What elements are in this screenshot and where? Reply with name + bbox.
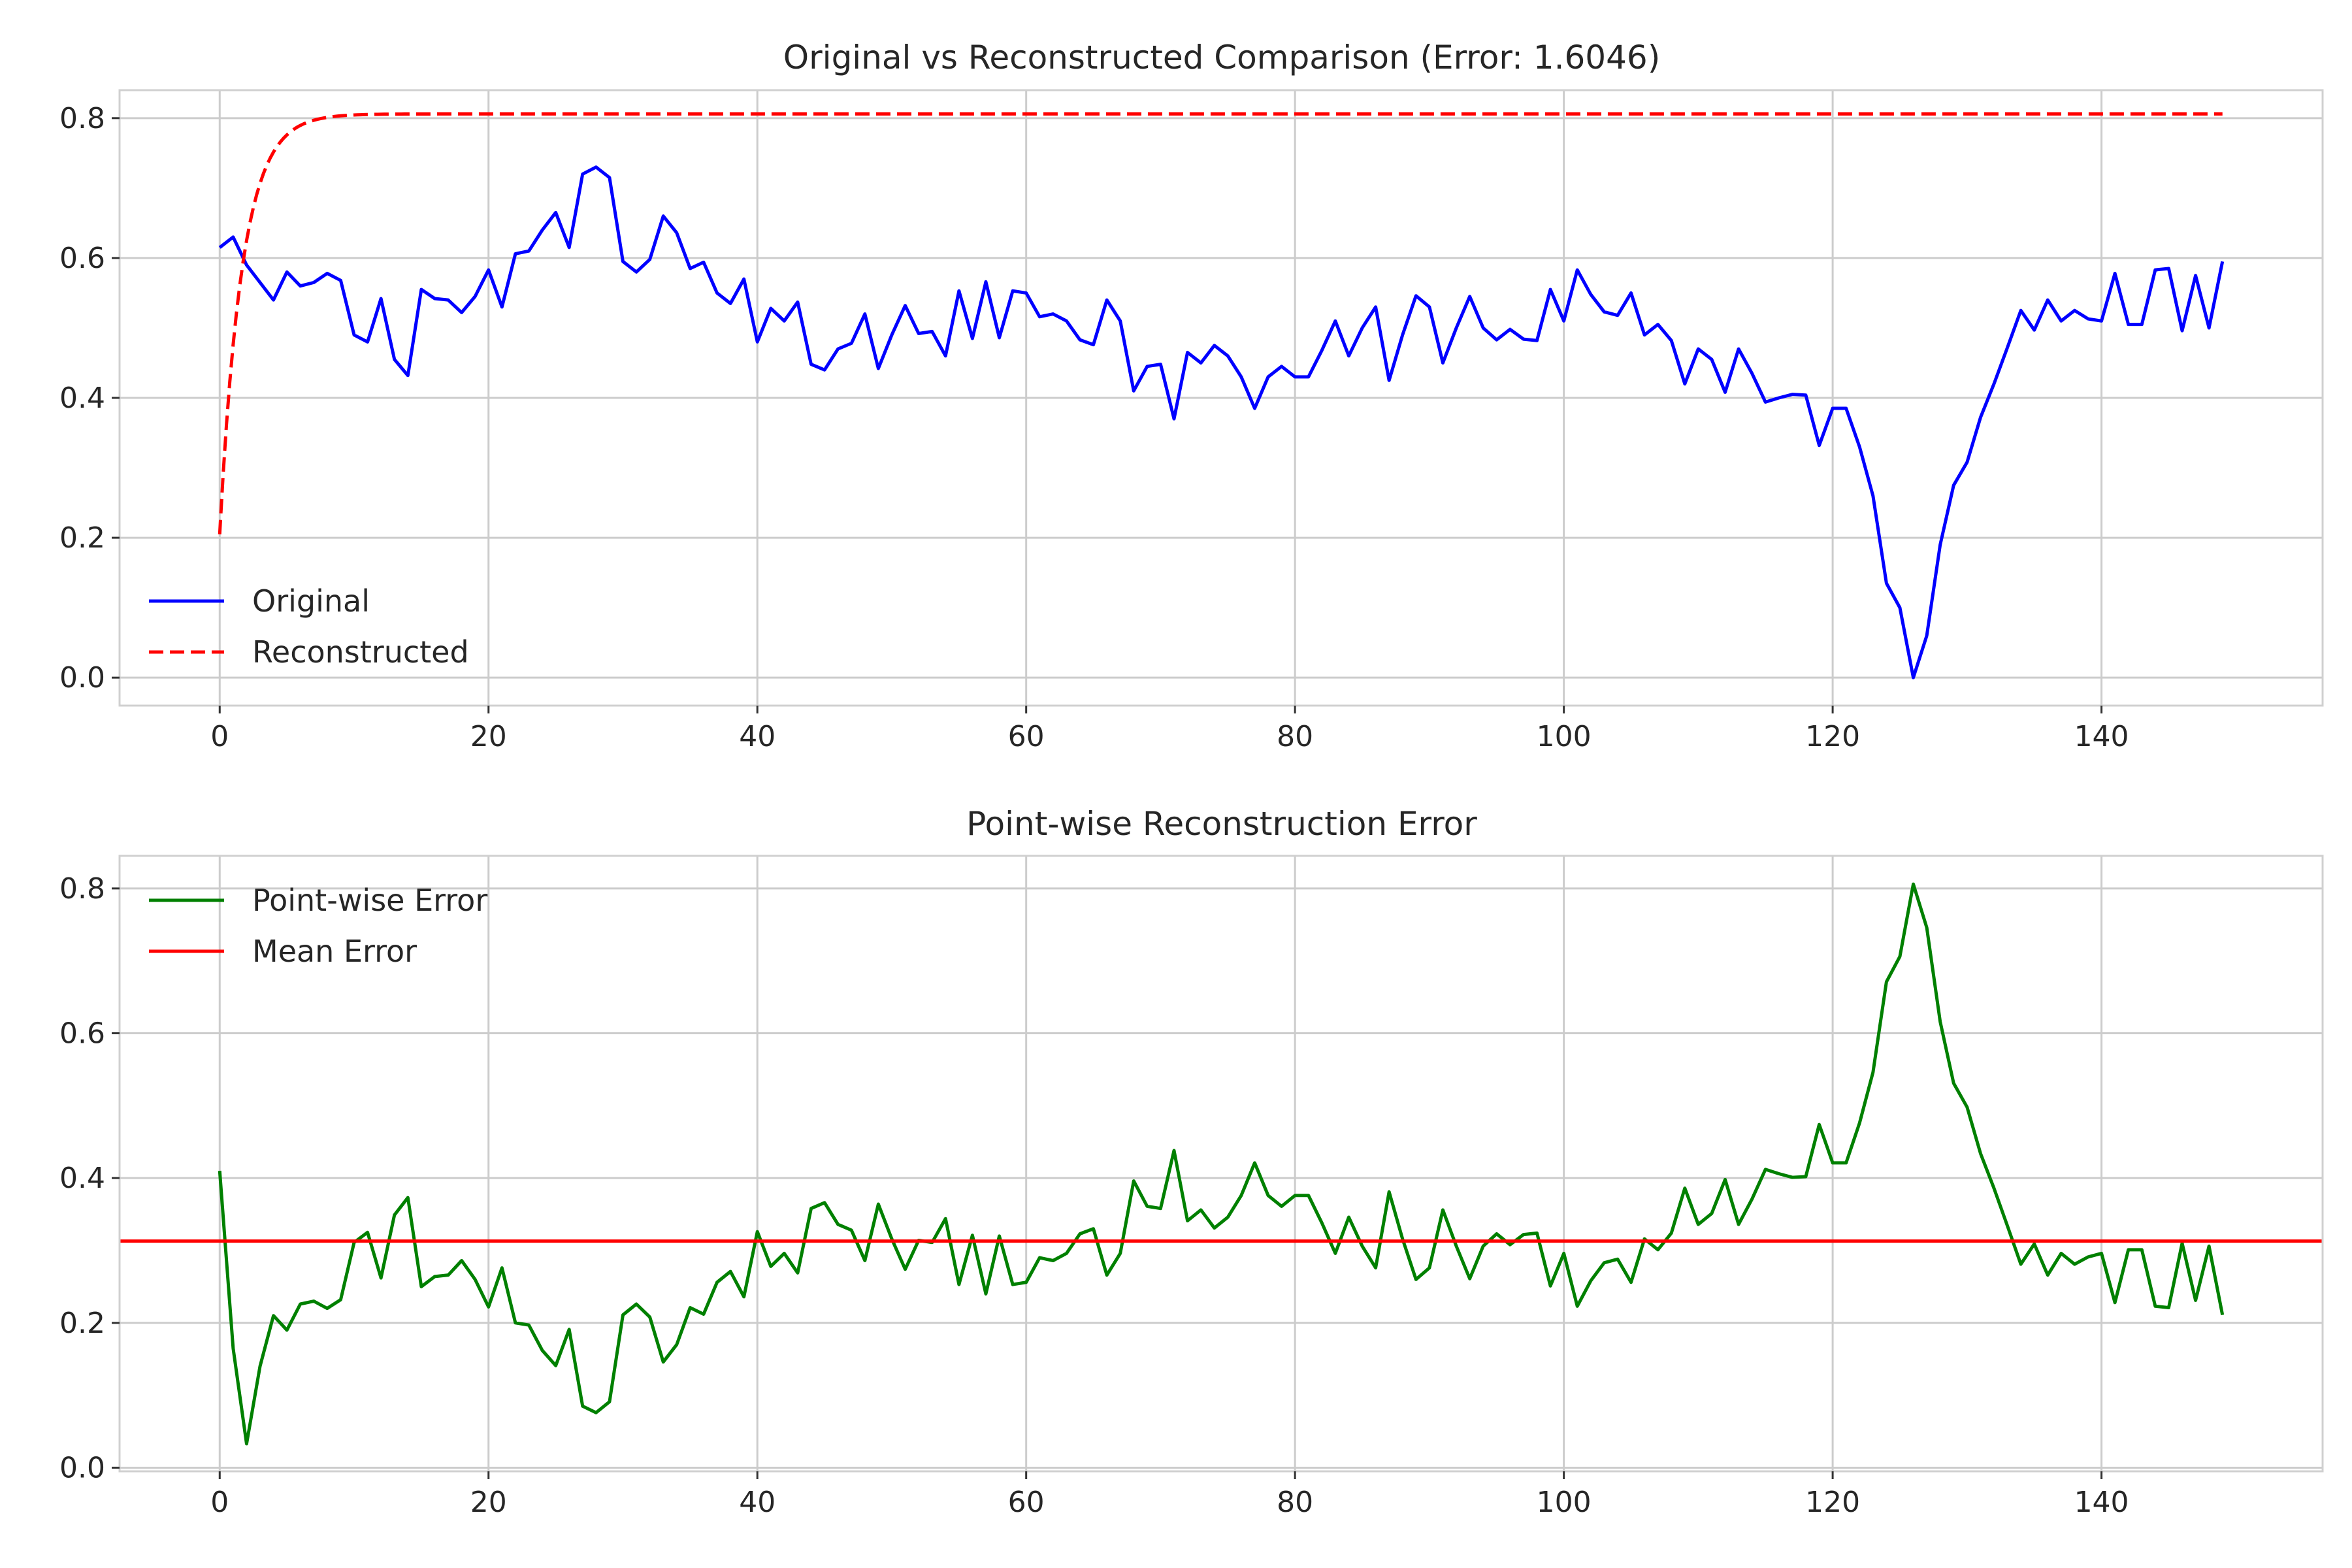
x-tick-label: 100 bbox=[1537, 1486, 1592, 1519]
top-y-axis-ticks: 0.0 0.2 0.4 0.6 0.8 bbox=[59, 102, 120, 694]
legend-label: Point-wise Error bbox=[252, 883, 487, 918]
legend-label: Reconstructed bbox=[252, 634, 469, 670]
top-subplot: Original vs Reconstructed Comparison (Er… bbox=[59, 39, 2324, 753]
top-grid bbox=[120, 90, 2323, 706]
y-tick-label: 0.2 bbox=[59, 1307, 105, 1340]
y-tick-label: 0.6 bbox=[59, 1017, 105, 1051]
x-tick-label: 100 bbox=[1537, 720, 1592, 753]
x-tick-label: 80 bbox=[1277, 1486, 1313, 1519]
y-tick-label: 0.0 bbox=[59, 1451, 105, 1484]
top-series bbox=[218, 112, 2225, 679]
bottom-legend: Point-wise Error Mean Error bbox=[149, 883, 487, 969]
top-chart-title: Original vs Reconstructed Comparison (Er… bbox=[783, 39, 1660, 76]
y-tick-label: 0.8 bbox=[59, 102, 105, 135]
x-tick-label: 40 bbox=[739, 1486, 776, 1519]
legend-label: Original bbox=[252, 583, 370, 619]
x-tick-label: 0 bbox=[210, 1486, 229, 1519]
x-tick-label: 120 bbox=[1805, 720, 1860, 753]
y-tick-label: 0.4 bbox=[59, 1162, 105, 1195]
x-tick-label: 120 bbox=[1805, 1486, 1860, 1519]
x-tick-label: 40 bbox=[739, 720, 776, 753]
series-line-original bbox=[218, 165, 2225, 679]
series-line-reconstructed bbox=[218, 112, 2223, 534]
x-tick-label: 80 bbox=[1277, 720, 1313, 753]
bottom-x-axis-ticks: 0 20 40 60 80 100 120 140 bbox=[210, 1471, 2129, 1519]
top-x-axis-ticks: 0 20 40 60 80 100 120 140 bbox=[210, 706, 2129, 753]
bottom-grid bbox=[120, 856, 2323, 1471]
bottom-chart-title: Point-wise Reconstruction Error bbox=[966, 805, 1477, 843]
bottom-subplot: Point-wise Reconstruction Error 0 20 40 60 8… bbox=[59, 805, 2324, 1519]
x-tick-label: 0 bbox=[210, 720, 229, 753]
bottom-y-axis-ticks: 0.0 0.2 0.4 0.6 0.8 bbox=[59, 872, 120, 1484]
legend-label: Mean Error bbox=[252, 934, 417, 969]
x-tick-label: 140 bbox=[2074, 720, 2129, 753]
y-tick-label: 0.4 bbox=[59, 382, 105, 415]
x-tick-label: 20 bbox=[470, 1486, 507, 1519]
x-tick-label: 60 bbox=[1008, 720, 1045, 753]
x-tick-label: 140 bbox=[2074, 1486, 2129, 1519]
y-tick-label: 0.0 bbox=[59, 661, 105, 694]
x-tick-label: 20 bbox=[470, 720, 507, 753]
top-legend: Original Reconstructed bbox=[149, 583, 469, 670]
y-tick-label: 0.8 bbox=[59, 872, 105, 906]
bottom-series bbox=[120, 882, 2323, 1446]
y-tick-label: 0.6 bbox=[59, 242, 105, 275]
x-tick-label: 60 bbox=[1008, 1486, 1045, 1519]
bottom-plot-frame bbox=[118, 855, 2324, 1473]
y-tick-label: 0.2 bbox=[59, 521, 105, 555]
series-line-point-wise-error bbox=[218, 882, 2225, 1446]
